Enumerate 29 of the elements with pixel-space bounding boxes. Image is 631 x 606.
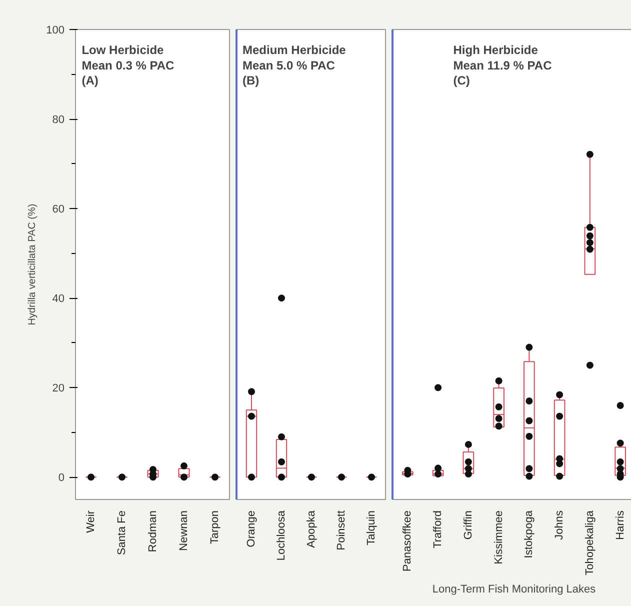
y-tick-label: 100 xyxy=(46,24,65,36)
x-tick-label: Tarpon xyxy=(209,510,221,544)
text: High Herbicide Mean 11.9 % PAC (C) xyxy=(453,42,552,88)
x-tick-label: Johns xyxy=(554,510,566,540)
y-tick-label: 40 xyxy=(52,293,65,306)
y-tick-label: 80 xyxy=(52,114,65,126)
x-tick-label: Rodman xyxy=(147,510,159,552)
x-tick-label: Trafford xyxy=(432,510,444,548)
x-tick-label: Santa Fe xyxy=(116,510,128,556)
text: Low Herbicide Mean 0.3 % PAC (A) xyxy=(82,42,175,88)
x-tick-label: Harris xyxy=(614,510,626,540)
x-tick-label: Talquin xyxy=(366,510,378,546)
y-tick-label: 0 xyxy=(58,472,65,484)
x-tick-label: Newnan xyxy=(178,510,190,551)
x-tick-label: Lochloosa xyxy=(276,510,288,561)
x-tick-label: Orange xyxy=(246,510,258,548)
x-tick-label: Tohopekaliga xyxy=(584,510,596,576)
text: Medium Herbicide Mean 5.0 % PAC (B) xyxy=(242,42,346,88)
y-tick-label: 60 xyxy=(52,204,65,216)
x-tick-label: Apopka xyxy=(306,510,318,548)
x-tick-label: Griffin xyxy=(462,510,474,540)
x-tick-label: Kissimmee xyxy=(492,510,505,564)
y-tick-label: 20 xyxy=(52,382,65,395)
y-axis-title: Hydrilla verticillata PAC (%) xyxy=(27,204,38,326)
x-tick-label: Panasoffkee xyxy=(402,510,414,572)
x-tick-label: Poinsett xyxy=(336,510,348,550)
x-tick-label: Weir xyxy=(85,510,97,533)
x-axis-title: Long-Term Fish Monitoring Lakes xyxy=(432,583,596,596)
x-tick-label: Istokpoga xyxy=(523,510,536,558)
